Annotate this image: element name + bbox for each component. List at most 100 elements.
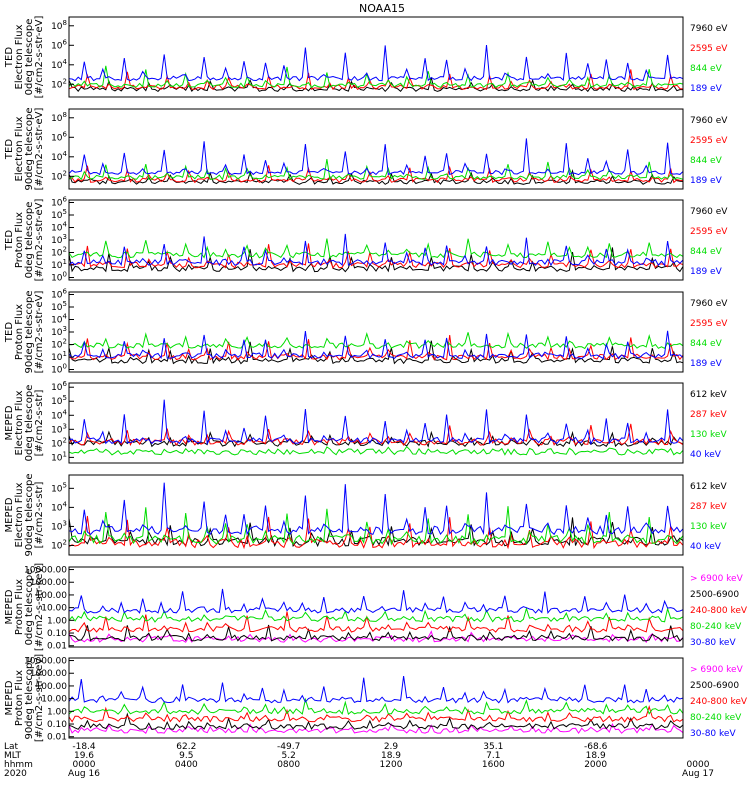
y-tick-label: 1000.00: [30, 669, 67, 679]
series-line-3-3: [68, 238, 684, 259]
bottom-hhmm-label: 0400: [175, 760, 198, 770]
legend-entry: 189 eV: [690, 267, 723, 277]
y-axis-label-line: TED: [4, 139, 15, 160]
y-tick-label: 101: [51, 258, 67, 271]
series-line-8-4: [68, 697, 684, 716]
bottom-hhmm-label: 1600: [482, 760, 505, 770]
legend-entry: 2595 eV: [690, 136, 728, 146]
legend-entry: 844 eV: [690, 339, 723, 349]
legend-entry: 2500-6900: [690, 590, 739, 600]
series-line-3-4: [68, 233, 684, 267]
bottom-lat-label: -49.7: [277, 742, 300, 752]
legend-entry: 2500-6900: [690, 681, 739, 691]
y-axis-label-line: Proton Flux: [14, 670, 25, 726]
legend-entry: 30-80 keV: [690, 729, 736, 739]
panel-6: 102 103 104 105 MEPED Electron Flux 90deg tele…: [4, 473, 727, 556]
y-axis-label-line: 0deg telescope: [24, 385, 35, 462]
y-tick-label: 10.00: [41, 604, 67, 614]
y-axis-label-line: [#/cm2-s-str-eV]: [34, 291, 45, 374]
bottom-mlt-label: 5.2: [282, 751, 296, 761]
y-axis-label-line: TED: [4, 322, 15, 343]
legend-entry: 240-800 keV: [690, 697, 748, 707]
y-axis-label-line: 90deg telescope: [24, 473, 35, 556]
y-axis-label-line: Proton Flux: [14, 304, 25, 360]
y-tick-label: 104: [51, 221, 67, 234]
y-axis-label-line: MEPED: [4, 680, 15, 715]
y-axis-label-line: Electron Flux: [14, 24, 25, 89]
y-tick-label: 102: [51, 538, 67, 551]
y-axis-label-line: [#/cm2-s-str-keV]: [34, 654, 45, 742]
bottom-hhmm-label: 0000: [73, 760, 96, 770]
series-line-7-4: [68, 606, 684, 623]
series-line-2-3: [68, 159, 684, 181]
legend-entry: 7960 eV: [690, 24, 728, 34]
panel-frame: [68, 16, 684, 98]
panel-8: 0.01 0.10 1.00 10.00 100.00 1000.00 10000.00 ME…: [4, 654, 748, 743]
bottom-lat-label: 2.9: [384, 742, 399, 752]
bottom-row-label: hhmm: [4, 760, 33, 770]
legend-entry: 189 eV: [690, 359, 723, 369]
y-tick-label: 10000.00: [24, 657, 67, 667]
y-tick-label: 102: [51, 169, 67, 182]
series-line-6-3: [68, 506, 684, 546]
legend-entry: 612 keV: [690, 390, 727, 400]
series-line-1-3: [68, 65, 684, 89]
bottom-row-label: Lat: [4, 742, 19, 752]
y-axis-label-line: [#/cm2-s-str]: [34, 389, 45, 456]
bottom-lat-label: 35.1: [483, 742, 503, 752]
bottom-lat-label: -18.4: [72, 742, 96, 752]
y-axis-label-line: [#/cm2-s-str-eV]: [34, 108, 45, 191]
y-tick-label: 106: [51, 288, 67, 301]
panel-2: 102 104 106 108 TED Electron Flux 90deg telesc…: [4, 107, 728, 190]
series-line-7-2: [68, 624, 684, 642]
bottom-hhmm-label: 1200: [380, 760, 403, 770]
y-tick-label: 104: [51, 408, 67, 421]
y-axis-label-line: [#/cm2-s-str-eV]: [34, 16, 45, 99]
bottom-row-label: MLT: [4, 751, 22, 761]
series-line-8-5: [68, 676, 684, 704]
y-tick-label: 10000.00: [24, 566, 67, 576]
panel-frame: [68, 474, 684, 556]
series-line-5-1: [68, 430, 684, 448]
series-line-4-4: [68, 330, 684, 360]
panel-7: 0.01 0.10 1.00 10.00 100.00 1000.00 10000.00 ME…: [4, 563, 748, 652]
panel-frame: [68, 657, 684, 739]
y-axis-label-line: [#/cm2-s-str-keV]: [34, 563, 45, 651]
y-tick-label: 102: [51, 436, 67, 449]
y-axis-label-line: 90deg telescope: [24, 290, 35, 373]
y-axis-label-line: Electron Flux: [14, 482, 25, 547]
legend-entry: 7960 eV: [690, 299, 728, 309]
legend-entry: 7960 eV: [690, 116, 728, 126]
legend-entry: 2595 eV: [690, 44, 728, 54]
y-tick-label: 104: [51, 150, 67, 163]
y-axis-label-line: 0deg telescope: [24, 202, 35, 279]
y-axis-label-line: TED: [4, 230, 15, 251]
y-tick-label: 104: [51, 500, 67, 513]
legend-entry: 844 eV: [690, 156, 723, 166]
y-axis-label-line: Electron Flux: [14, 116, 25, 181]
y-tick-label: 100: [51, 363, 67, 376]
y-tick-label: 0.10: [47, 720, 67, 730]
legend-entry: 40 keV: [690, 542, 722, 552]
legend-entry: 30-80 keV: [690, 638, 736, 648]
series-line-5-3: [68, 445, 684, 456]
legend-entry: 2595 eV: [690, 227, 728, 237]
bottom-hhmm-label: 0800: [277, 760, 300, 770]
panel-1: 102 104 106 108 TED Electron Flux 0deg telesco…: [4, 16, 728, 99]
y-tick-label: 103: [51, 519, 67, 532]
series-line-7-3: [68, 611, 684, 633]
panel-frame: [68, 199, 684, 281]
y-axis-label-line: 0deg telescope: [24, 19, 35, 96]
y-tick-label: 10.00: [41, 695, 67, 705]
series-line-6-4: [68, 482, 684, 537]
y-tick-label: 102: [51, 338, 67, 351]
legend-entry: 130 keV: [690, 430, 727, 440]
legend-entry: 130 keV: [690, 522, 727, 532]
bottom-lat-label: 62.2: [176, 742, 196, 752]
series-line-1-4: [68, 45, 684, 82]
bottom-mlt-label: 19.6: [74, 751, 94, 761]
